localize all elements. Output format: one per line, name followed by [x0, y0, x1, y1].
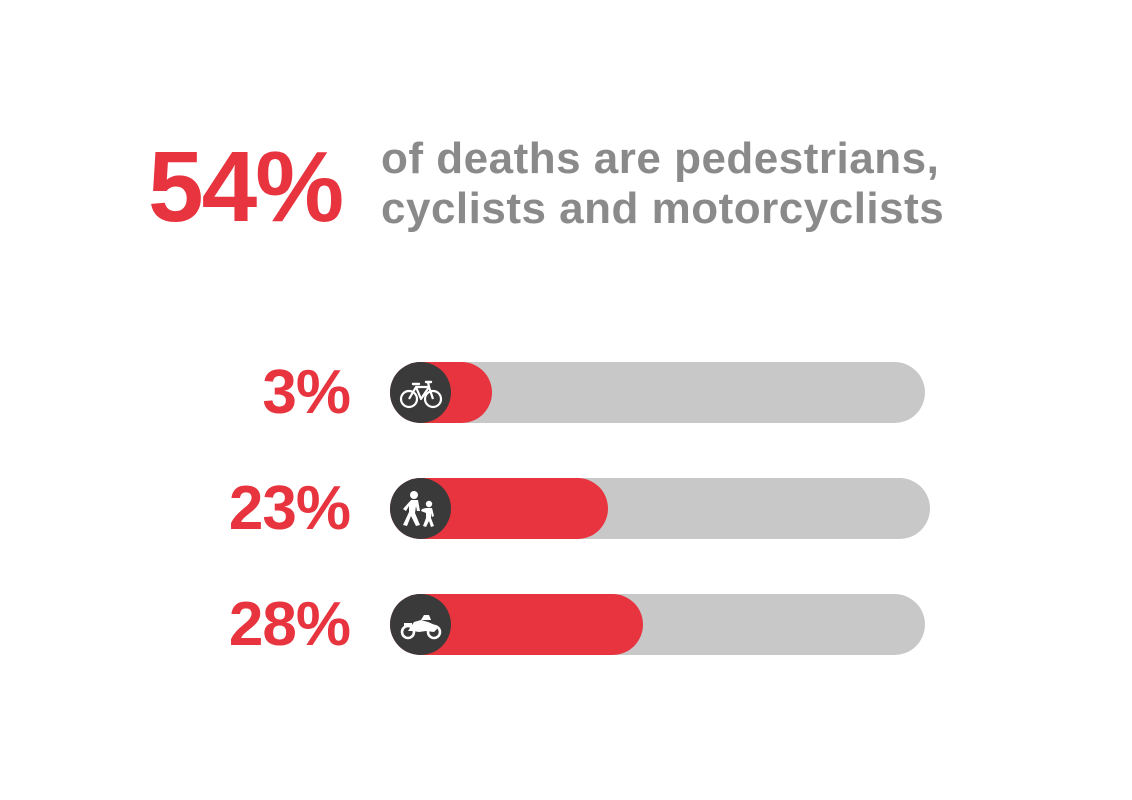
headline: 54% of deaths are pedestrians, cyclists …	[148, 132, 1008, 242]
bar-row-cyclists: 3%	[0, 362, 1132, 424]
bar-value-label: 28%	[228, 590, 351, 659]
bicycle-icon-badge	[390, 362, 451, 423]
bar-row-pedestrians: 23%	[0, 478, 1132, 540]
pedestrian-icon-badge	[390, 478, 451, 539]
bar-track	[390, 362, 925, 423]
headline-description: of deaths are pedestrians, cyclists and …	[381, 134, 944, 234]
bar-value-label: 3%	[262, 358, 351, 427]
motorcycle-icon	[400, 614, 441, 639]
headline-percentage: 54%	[148, 131, 344, 243]
bar-track	[390, 478, 930, 539]
headline-line-2: cyclists and motorcyclists	[381, 184, 945, 233]
bar-row-motorcyclists: 28%	[0, 594, 1132, 656]
bar-track	[390, 594, 925, 655]
headline-line-1: of deaths are pedestrians,	[381, 134, 940, 183]
pedestrian-icon	[402, 490, 434, 527]
motorcycle-icon-badge	[390, 594, 451, 655]
bar-value-label: 23%	[228, 474, 351, 543]
bicycle-icon	[399, 380, 442, 408]
